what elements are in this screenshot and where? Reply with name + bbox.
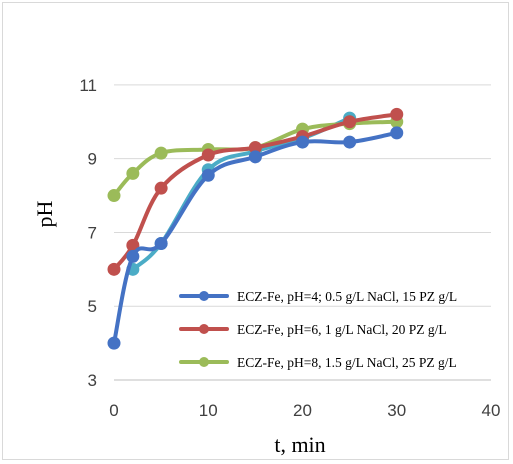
series-1: [107, 126, 404, 350]
legend-swatch-marker: [199, 357, 209, 367]
x-tick-label: 10: [199, 401, 218, 420]
legend-label: ECZ-Fe, pH=6, 1 g/L NaCl, 20 PZ g/L: [237, 322, 447, 337]
y-tick-label: 5: [88, 297, 97, 316]
x-tick-label: 40: [482, 401, 501, 420]
x-tick-label: 30: [387, 401, 406, 420]
data-point: [107, 336, 121, 350]
data-point: [390, 126, 404, 140]
data-point: [296, 135, 309, 149]
data-point: [248, 141, 262, 155]
y-tick-label: 7: [88, 223, 97, 242]
data-point: [343, 115, 357, 129]
y-tick-label: 9: [88, 150, 97, 169]
legend-item: ECZ-Fe, pH=6, 1 g/L NaCl, 20 PZ g/L: [179, 322, 447, 337]
data-point: [154, 181, 168, 195]
chart-frame: [2, 2, 509, 460]
x-tick-labels: 0 10 20 30 40: [109, 401, 500, 420]
legend: ECZ-Fe, pH=4; 0.5 g/L NaCl, 15 PZ g/L ECZ…: [179, 289, 457, 370]
data-point: [154, 237, 168, 251]
data-point: [248, 150, 262, 164]
data-point: [154, 146, 168, 160]
series-layer: [107, 107, 404, 350]
series-line: [112, 130, 399, 346]
x-tick-label: 0: [109, 401, 118, 420]
data-point: [390, 107, 404, 121]
y-tick-label: 11: [79, 76, 97, 95]
data-point: [343, 135, 357, 149]
data-point: [126, 166, 140, 180]
legend-label: ECZ-Fe, pH=8, 1.5 g/L NaCl, 25 PZ g/L: [237, 355, 457, 370]
y-tick-labels: 3 5 7 9 11: [79, 76, 97, 390]
data-point: [201, 168, 215, 182]
data-point: [107, 189, 121, 203]
legend-item: ECZ-Fe, pH=4; 0.5 g/L NaCl, 15 PZ g/L: [179, 289, 457, 304]
y-tick-label: 3: [88, 371, 97, 390]
x-tick-label: 20: [293, 401, 312, 420]
data-point: [126, 249, 140, 263]
legend-swatch-marker: [199, 291, 209, 301]
legend-item: ECZ-Fe, pH=8, 1.5 g/L NaCl, 25 PZ g/L: [179, 355, 457, 370]
legend-label: ECZ-Fe, pH=4; 0.5 g/L NaCl, 15 PZ g/L: [237, 289, 457, 304]
data-point: [201, 148, 215, 162]
x-axis-title: t, min: [274, 432, 325, 457]
data-point: [107, 262, 121, 276]
gridlines: [114, 84, 491, 381]
y-axis-title: pH: [32, 200, 57, 227]
legend-swatch-marker: [199, 324, 209, 334]
